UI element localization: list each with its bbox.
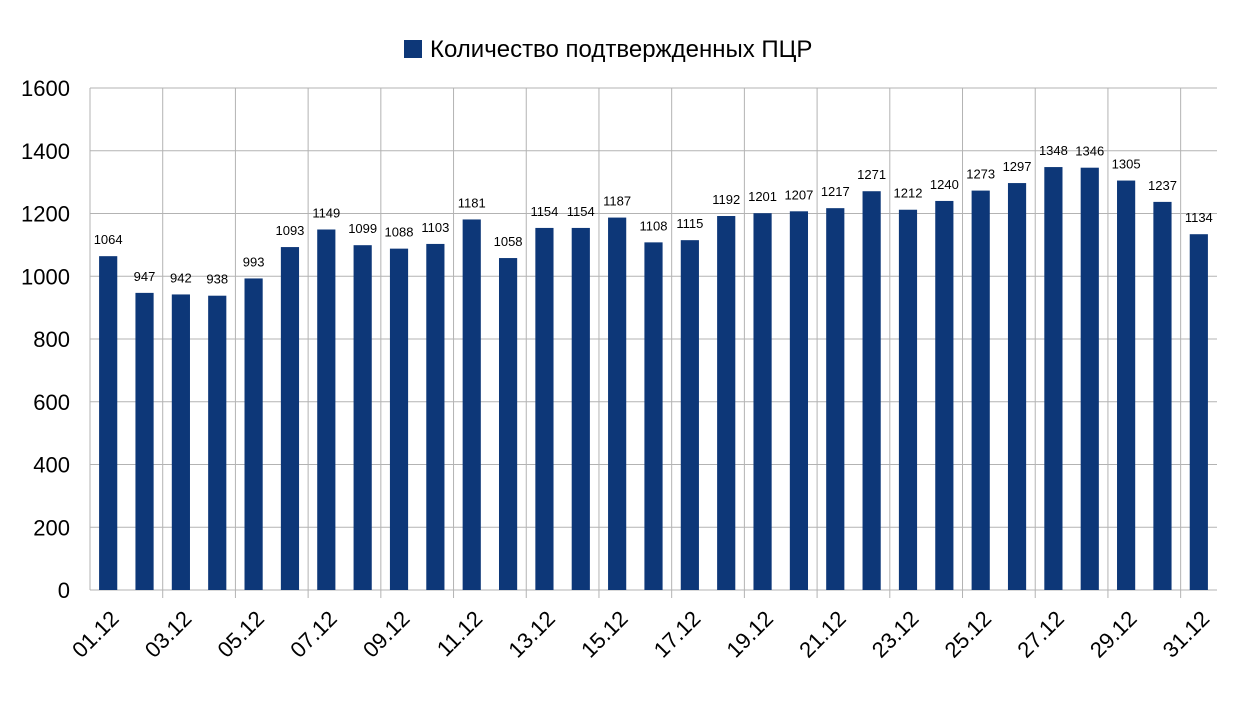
legend-label: Количество подтвержденных ПЦР [430, 36, 812, 63]
bar [498, 258, 518, 590]
bar [462, 219, 481, 590]
bars [99, 167, 1208, 591]
bar [898, 209, 918, 591]
x-tick-label: 17.12 [649, 606, 706, 663]
chart-legend: Количество подтвержденных ПЦР [404, 36, 812, 63]
bar [1153, 201, 1172, 591]
bar-value-label: 1181 [458, 195, 486, 210]
y-tick-label: 800 [33, 327, 70, 352]
bar-value-label: 1207 [784, 187, 813, 202]
bar-value-label: 1115 [676, 216, 703, 231]
bar [608, 217, 627, 591]
bar [571, 227, 590, 590]
y-tick-label: 400 [33, 453, 70, 478]
bar-value-label: 1297 [1003, 159, 1032, 174]
bar [280, 247, 300, 591]
bar [1080, 167, 1099, 590]
bar [717, 216, 736, 590]
bar-value-label: 1192 [712, 192, 740, 207]
y-tick-label: 600 [33, 390, 70, 415]
bar-value-label: 1201 [748, 189, 777, 204]
bar-value-label: 1103 [421, 220, 449, 235]
x-tick-label: 09.12 [358, 606, 415, 663]
bar [535, 227, 554, 590]
bar-value-label: 1240 [930, 177, 959, 192]
bar-value-label: 1099 [348, 221, 377, 236]
bar-value-label: 947 [134, 269, 156, 284]
bar [1044, 167, 1063, 590]
y-tick-label: 1200 [21, 202, 70, 227]
bar [789, 211, 809, 590]
bar-value-label: 1346 [1075, 144, 1104, 159]
bar-value-label: 1273 [966, 167, 995, 182]
bar-value-label: 1149 [312, 206, 340, 221]
bar-value-label: 1093 [275, 223, 304, 238]
bar-value-label: 1058 [494, 234, 523, 249]
bar [1117, 180, 1136, 590]
bar [826, 208, 845, 590]
legend-swatch [404, 40, 422, 58]
bar [753, 213, 772, 590]
bar [1007, 183, 1027, 590]
y-tick-label: 1400 [21, 139, 70, 164]
bar-value-label: 1348 [1039, 143, 1068, 158]
bar-value-label: 1088 [385, 225, 414, 240]
bar [935, 200, 954, 590]
bar-value-label: 1271 [857, 167, 886, 182]
bar-value-label: 1187 [603, 194, 631, 209]
y-tick-label: 1000 [21, 264, 70, 289]
y-tick-label: 0 [58, 578, 70, 603]
bar-value-label: 1212 [894, 186, 923, 201]
bar-value-label: 1134 [1185, 210, 1213, 225]
y-tick-label: 200 [33, 515, 70, 540]
bar-value-label: 1108 [640, 218, 668, 233]
bar [317, 229, 336, 590]
x-tick-label: 05.12 [213, 606, 270, 663]
bar-value-label: 942 [170, 270, 192, 285]
bar-value-label: 1237 [1148, 178, 1177, 193]
x-tick-label: 25.12 [940, 606, 997, 663]
bar-value-label: 1305 [1112, 157, 1141, 172]
x-axis-tick-labels: 01.12 03.12 05.12 07.12 09.12 11.12 13.12 15.12… [67, 606, 1214, 663]
y-tick-label: 1600 [21, 76, 70, 101]
x-tick-label: 23.12 [867, 606, 924, 663]
bar-value-label: 993 [243, 254, 265, 269]
x-tick-label: 03.12 [140, 606, 197, 663]
bar [426, 243, 445, 590]
x-tick-label: 13.12 [503, 606, 560, 663]
bar [171, 294, 190, 590]
bar [208, 295, 227, 590]
x-tick-label: 29.12 [1085, 606, 1142, 663]
x-tick-label: 31.12 [1158, 606, 1215, 663]
bar [135, 292, 154, 590]
bar [971, 190, 990, 590]
bar-value-label: 1154 [530, 204, 558, 219]
bar [389, 248, 409, 590]
bar-value-labels: 1064 947 942 938 993 1093 1149 1099 1088 1103 1181… [94, 143, 1213, 287]
x-tick-label: 21.12 [794, 606, 851, 663]
bar [862, 191, 881, 590]
x-tick-label: 27.12 [1012, 606, 1069, 663]
bar [1189, 234, 1208, 590]
bar [244, 278, 263, 590]
x-tick-label: 07.12 [285, 606, 342, 663]
x-tick-label: 15.12 [576, 606, 633, 663]
bar-value-label: 938 [206, 272, 228, 287]
x-tick-label: 11.12 [432, 606, 487, 661]
bar [353, 245, 372, 590]
bar-value-label: 1064 [94, 232, 123, 247]
bar [680, 240, 699, 590]
bar-value-label: 1154 [567, 204, 595, 219]
y-axis-tick-labels: 0 200 400 600 800 1000 1200 1400 1600 [21, 76, 70, 603]
x-tick-label: 19.12 [721, 606, 778, 663]
bar [99, 256, 118, 590]
x-tick-label: 01.12 [67, 606, 124, 663]
bar-value-label: 1217 [821, 184, 850, 199]
bar [644, 242, 663, 591]
